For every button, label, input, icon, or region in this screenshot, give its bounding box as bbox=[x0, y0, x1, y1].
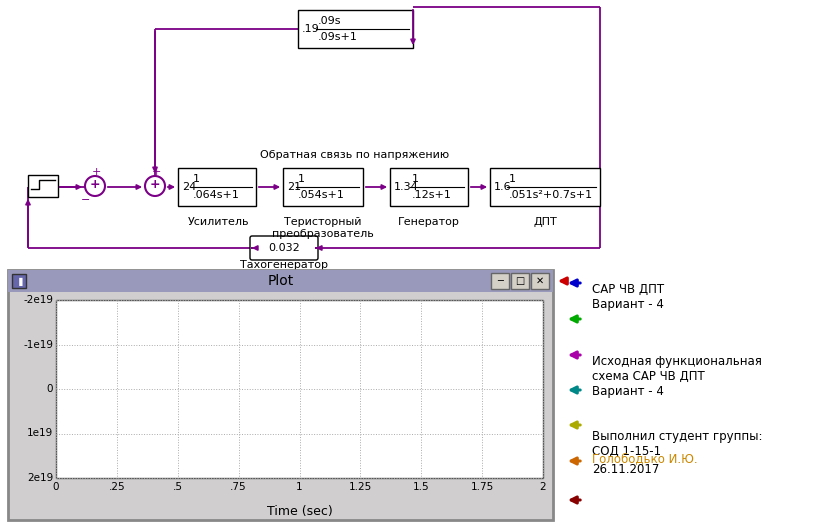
Text: .09s: .09s bbox=[318, 16, 341, 26]
Bar bbox=[298, 10, 413, 48]
Circle shape bbox=[85, 176, 105, 196]
Text: САР ЧВ ДПТ
Вариант - 4: САР ЧВ ДПТ Вариант - 4 bbox=[592, 283, 664, 311]
Text: .054s+1: .054s+1 bbox=[298, 190, 345, 200]
Text: 2e19: 2e19 bbox=[27, 473, 53, 483]
Bar bbox=[390, 168, 468, 206]
Text: Plot: Plot bbox=[267, 274, 293, 288]
Text: 1.5: 1.5 bbox=[413, 482, 429, 492]
Text: 1.75: 1.75 bbox=[471, 482, 493, 492]
Bar bbox=[531, 273, 549, 289]
Text: Тахогенератор: Тахогенератор bbox=[240, 260, 328, 270]
Text: Генератор: Генератор bbox=[398, 217, 460, 227]
Text: 1: 1 bbox=[193, 174, 200, 184]
Text: 26.11.2017: 26.11.2017 bbox=[592, 463, 659, 476]
Text: 1.25: 1.25 bbox=[349, 482, 372, 492]
Text: -1e19: -1e19 bbox=[23, 340, 53, 349]
Text: 1.34: 1.34 bbox=[394, 182, 419, 192]
Text: 21: 21 bbox=[287, 182, 301, 192]
Bar bbox=[12, 274, 26, 288]
Text: Усилитель: Усилитель bbox=[189, 217, 250, 227]
Text: ✕: ✕ bbox=[536, 276, 544, 286]
Text: +: + bbox=[91, 167, 101, 177]
Text: .19: .19 bbox=[302, 24, 320, 34]
Text: Выполнил студент группы:
СОД 1-15-1: Выполнил студент группы: СОД 1-15-1 bbox=[592, 430, 763, 458]
Circle shape bbox=[145, 176, 165, 196]
Text: □: □ bbox=[515, 276, 524, 286]
Text: .25: .25 bbox=[109, 482, 125, 492]
Bar bbox=[8, 270, 553, 292]
Text: 1: 1 bbox=[296, 482, 302, 492]
Text: +: + bbox=[151, 167, 161, 177]
Text: ДПТ: ДПТ bbox=[533, 217, 557, 227]
Text: Голободько И.Ю.: Голободько И.Ю. bbox=[592, 452, 698, 465]
Text: 2: 2 bbox=[540, 482, 546, 492]
Text: 1.6: 1.6 bbox=[494, 182, 511, 192]
Text: −: − bbox=[81, 195, 91, 205]
Bar bbox=[28, 175, 58, 197]
Bar bbox=[178, 168, 256, 206]
Text: .09s+1: .09s+1 bbox=[318, 32, 358, 42]
Text: -2e19: -2e19 bbox=[23, 295, 53, 305]
Text: 0: 0 bbox=[53, 482, 59, 492]
Text: 0.032: 0.032 bbox=[268, 243, 300, 253]
Text: +: + bbox=[89, 179, 100, 191]
Text: ─: ─ bbox=[497, 276, 503, 286]
Text: Исходная функциональная
схема САР ЧВ ДПТ
Вариант - 4: Исходная функциональная схема САР ЧВ ДПТ… bbox=[592, 355, 762, 398]
Text: ▐: ▐ bbox=[15, 277, 22, 286]
Bar bbox=[491, 273, 509, 289]
Bar bbox=[56, 300, 543, 478]
FancyBboxPatch shape bbox=[250, 236, 318, 260]
Text: Теристорный
преобразователь: Теристорный преобразователь bbox=[272, 217, 374, 238]
Text: 1e19: 1e19 bbox=[27, 428, 53, 438]
Bar bbox=[8, 270, 553, 520]
Bar bbox=[283, 168, 363, 206]
Bar bbox=[490, 168, 600, 206]
Text: .5: .5 bbox=[172, 482, 183, 492]
Text: .051s²+0.7s+1: .051s²+0.7s+1 bbox=[508, 190, 593, 200]
Text: 1: 1 bbox=[412, 174, 419, 184]
Text: Обратная связь по напряжению: Обратная связь по напряжению bbox=[260, 150, 450, 160]
Text: Time (sec): Time (sec) bbox=[267, 506, 333, 518]
Text: +: + bbox=[150, 179, 160, 191]
Text: 24: 24 bbox=[182, 182, 196, 192]
Text: 0: 0 bbox=[46, 384, 53, 394]
Text: 1: 1 bbox=[298, 174, 305, 184]
Text: 1: 1 bbox=[508, 174, 515, 184]
Text: .12s+1: .12s+1 bbox=[412, 190, 452, 200]
Text: .75: .75 bbox=[230, 482, 247, 492]
Bar bbox=[511, 273, 529, 289]
Text: .064s+1: .064s+1 bbox=[193, 190, 240, 200]
